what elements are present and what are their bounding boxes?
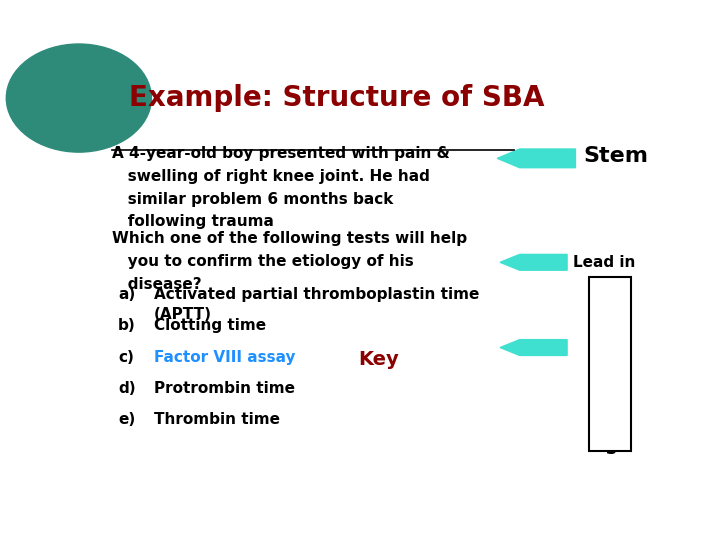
Text: A 4-year-old boy presented with pain &: A 4-year-old boy presented with pain & xyxy=(112,146,450,161)
Text: I: I xyxy=(607,359,613,377)
Text: e): e) xyxy=(118,412,135,427)
Text: (APTT): (APTT) xyxy=(154,307,212,322)
Text: d): d) xyxy=(118,381,135,396)
Text: Factor VIII assay: Factor VIII assay xyxy=(154,349,296,364)
Text: Example: Structure of SBA: Example: Structure of SBA xyxy=(129,84,544,112)
FancyArrow shape xyxy=(498,149,575,168)
Text: disease?: disease? xyxy=(112,277,202,292)
Text: T: T xyxy=(604,332,616,350)
Text: Which one of the following tests will help: Which one of the following tests will he… xyxy=(112,231,467,246)
Text: swelling of right knee joint. He had: swelling of right knee joint. He had xyxy=(112,168,430,184)
Text: similar problem 6 months back: similar problem 6 months back xyxy=(112,192,394,207)
Text: Key: Key xyxy=(358,349,399,369)
Text: Thrombin time: Thrombin time xyxy=(154,412,280,427)
Text: Lead in: Lead in xyxy=(572,255,635,270)
Circle shape xyxy=(6,44,151,152)
Text: n: n xyxy=(604,414,617,431)
Text: Protrombin time: Protrombin time xyxy=(154,381,295,396)
Text: s: s xyxy=(605,441,616,458)
Text: Clotting time: Clotting time xyxy=(154,319,266,333)
Text: Stem: Stem xyxy=(584,146,649,166)
Text: Activated partial thromboplastin time: Activated partial thromboplastin time xyxy=(154,287,480,302)
Text: following trauma: following trauma xyxy=(112,214,274,230)
FancyArrow shape xyxy=(500,254,567,270)
Text: O: O xyxy=(603,278,618,296)
FancyBboxPatch shape xyxy=(590,277,631,451)
Text: c): c) xyxy=(118,349,134,364)
Text: p: p xyxy=(604,305,617,323)
Text: you to confirm the etiology of his: you to confirm the etiology of his xyxy=(112,254,414,269)
FancyArrow shape xyxy=(500,340,567,355)
Text: O: O xyxy=(603,386,618,404)
Text: b): b) xyxy=(118,319,135,333)
Text: a): a) xyxy=(118,287,135,302)
